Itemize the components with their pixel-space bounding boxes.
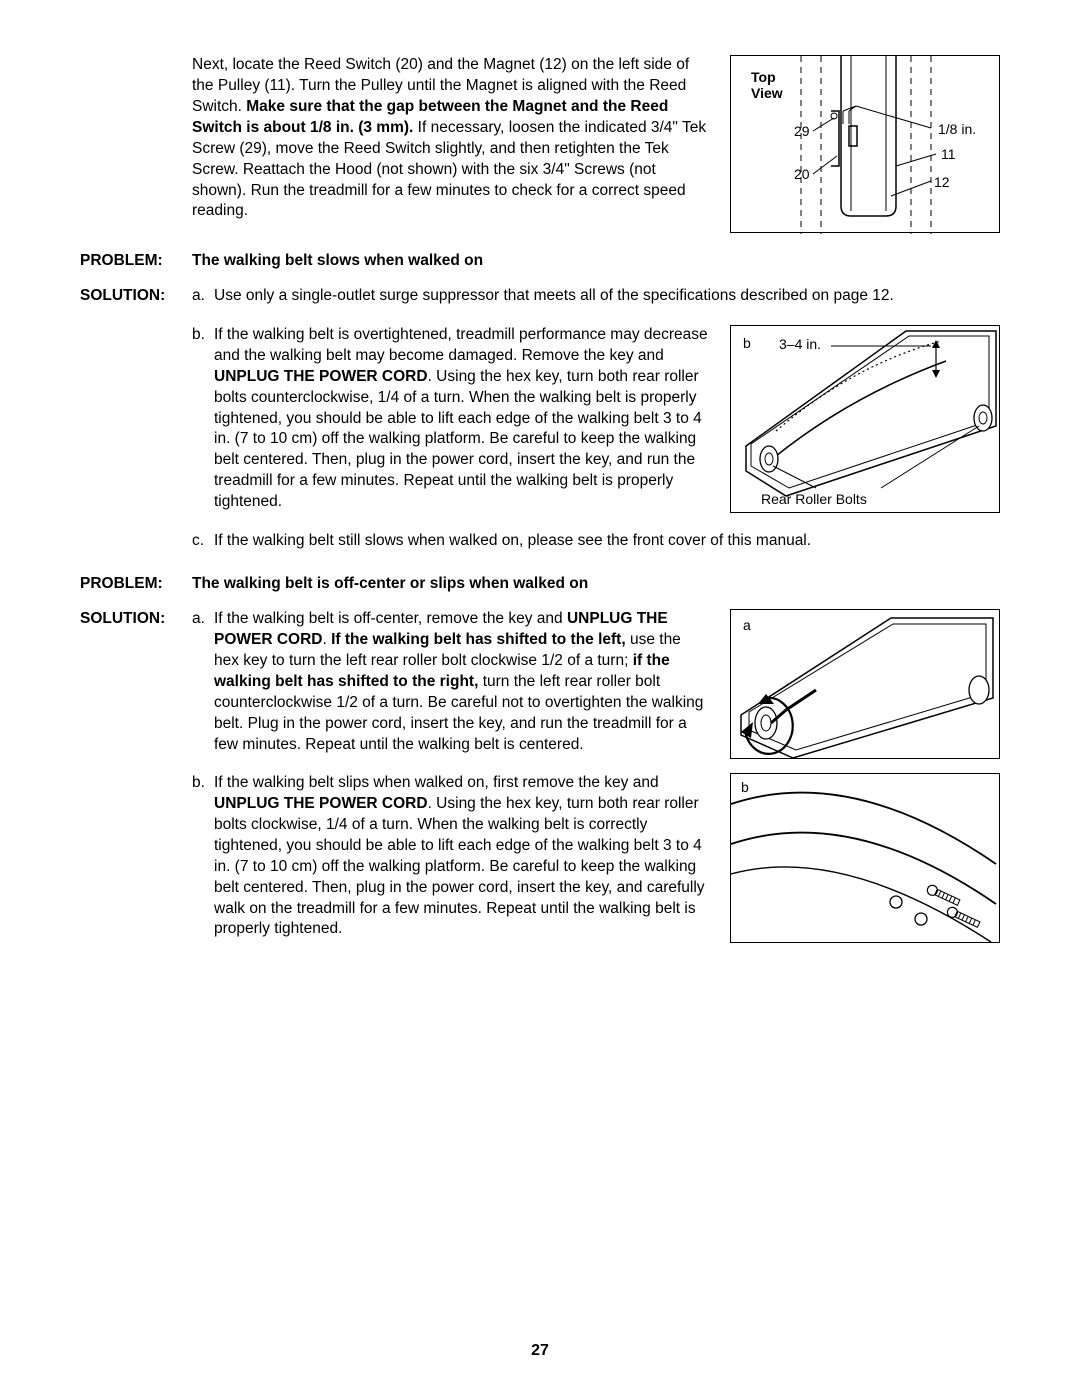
diagram-b2-tag: b [741, 779, 749, 795]
top-view-label-1: Top [751, 69, 776, 85]
top-view-label-2: View [751, 85, 783, 101]
sol2a-b2: If the walking belt has shifted to the l… [331, 631, 626, 648]
problem2-text: The walking belt is off-center or slips … [192, 574, 588, 595]
sol2a-letter: a. [192, 609, 214, 630]
diagram-a-offcenter: a [730, 609, 1000, 759]
problem2-row: PROBLEM: The walking belt is off-center … [80, 574, 1000, 595]
label-11: 11 [941, 146, 956, 162]
diagram-a2-tag: a [743, 617, 751, 633]
solution1b-row: b. If the walking belt is overtightened,… [80, 325, 1000, 513]
label-12: 12 [934, 174, 950, 190]
problem1-text: The walking belt slows when walked on [192, 251, 483, 272]
sol2b-text-col: If the walking belt slips when walked on… [214, 773, 730, 940]
problem1-row: PROBLEM: The walking belt slows when wal… [80, 251, 1000, 272]
problem2-label: PROBLEM: [80, 574, 192, 595]
problem1-label: PROBLEM: [80, 251, 192, 272]
sol1b-bold-1: UNPLUG THE POWER CORD [214, 368, 428, 385]
sol1c-letter: c. [192, 531, 214, 552]
sol1b-paragraph: If the walking belt is overtightened, tr… [214, 325, 710, 513]
sol1b-letter: b. [192, 325, 214, 346]
page-number: 27 [0, 1340, 1080, 1362]
diagram-b-bolts-closeup: b [730, 773, 1000, 943]
sol2a-p2: . [323, 631, 332, 648]
sol1a-letter: a. [192, 286, 214, 307]
solution2-label: SOLUTION: [80, 609, 192, 630]
sol2b-letter: b. [192, 773, 214, 794]
sol1b-plain-2: . Using the hex key, turn both rear roll… [214, 368, 702, 511]
solution1c-row: c. If the walking belt still slows when … [80, 531, 1000, 552]
label-1-8in: 1/8 in. [938, 121, 976, 137]
diagram-b-belt-lift: b 3–4 in. Rear Roller Bolts [730, 325, 1000, 513]
sol2b-p2: . Using the hex key, turn both rear roll… [214, 795, 705, 938]
intro-row: Next, locate the Reed Switch (20) and th… [80, 55, 1000, 233]
sol2a-text-col: If the walking belt is off-center, remov… [214, 609, 730, 755]
sol2b-b1: UNPLUG THE POWER CORD [214, 795, 428, 812]
sol2a-p1: If the walking belt is off-center, remov… [214, 610, 567, 627]
diagram-top-view: Top View 29 1/8 in. 11 20 12 [730, 55, 1000, 233]
diagram-b1-measure: 3–4 in. [779, 336, 821, 352]
sol2a-paragraph: If the walking belt is off-center, remov… [214, 609, 710, 755]
sol1b-plain-1: If the walking belt is overtightened, tr… [214, 326, 708, 364]
solution2b-row: b. If the walking belt slips when walked… [80, 773, 1000, 943]
sol1b-text-col: If the walking belt is overtightened, tr… [214, 325, 730, 513]
sol2b-p1: If the walking belt slips when walked on… [214, 774, 659, 791]
solution2a-row: SOLUTION: a. If the walking belt is off-… [80, 609, 1000, 759]
label-29: 29 [794, 123, 810, 139]
diagram-b1-bolts: Rear Roller Bolts [761, 491, 867, 507]
intro-paragraph: Next, locate the Reed Switch (20) and th… [192, 55, 710, 222]
solution1-label: SOLUTION: [80, 286, 192, 307]
sol1a-text: Use only a single-outlet surge suppresso… [214, 286, 1000, 307]
solution1a-row: SOLUTION: a. Use only a single-outlet su… [80, 286, 1000, 307]
label-20: 20 [794, 166, 810, 182]
indent-spacer [80, 531, 192, 552]
intro-text: Next, locate the Reed Switch (20) and th… [192, 55, 730, 222]
sol2b-paragraph: If the walking belt slips when walked on… [214, 773, 710, 940]
sol1c-text: If the walking belt still slows when wal… [214, 531, 1000, 552]
diagram-b1-tag: b [743, 335, 751, 351]
